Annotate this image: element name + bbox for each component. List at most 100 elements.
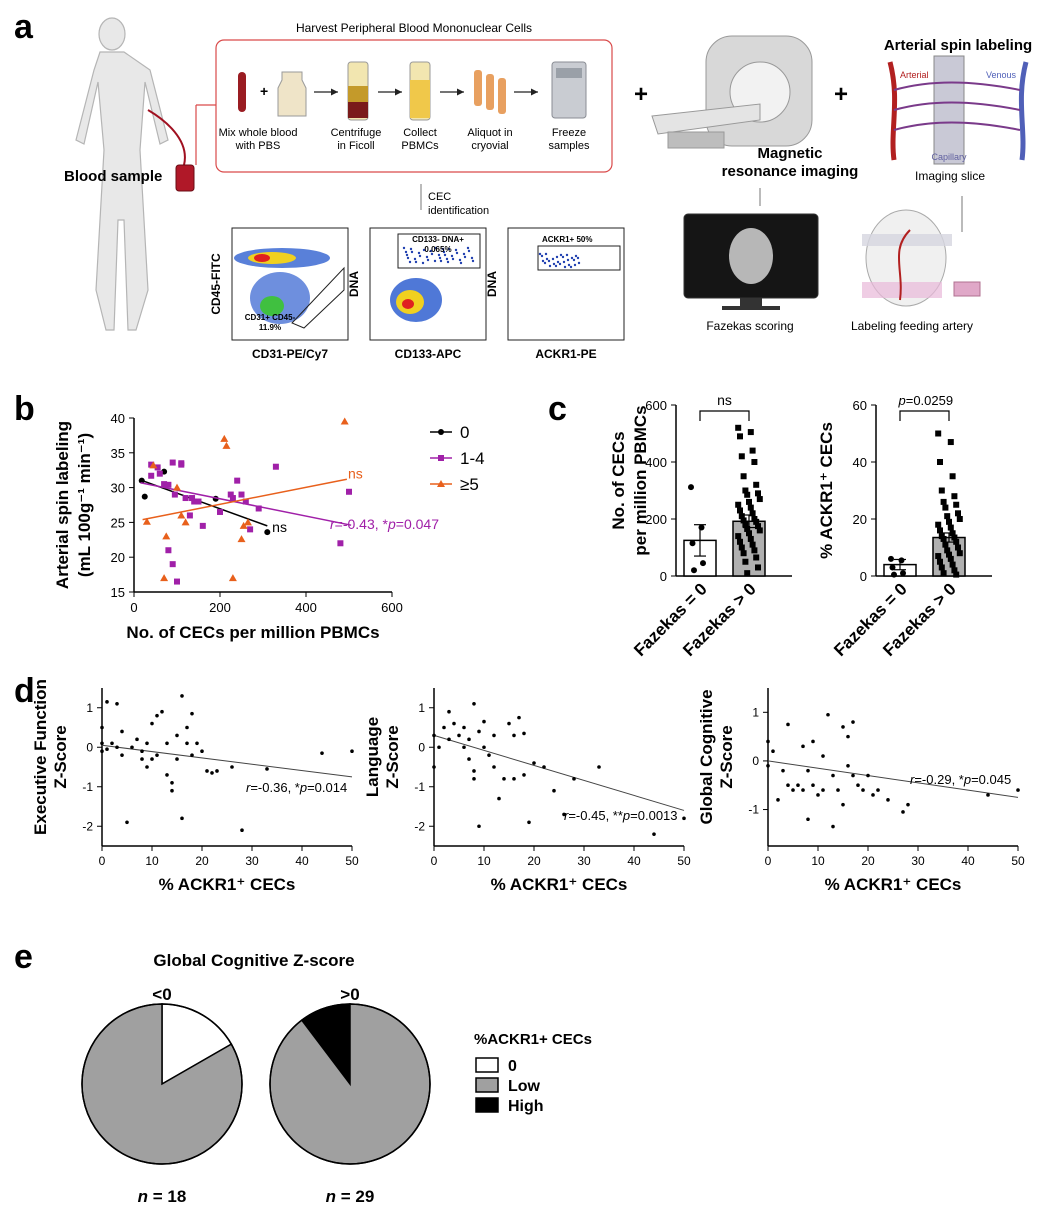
flow-dot — [554, 264, 558, 268]
flow-dot — [466, 246, 470, 250]
data-point — [228, 574, 237, 582]
data-point — [597, 765, 601, 769]
data-point — [906, 802, 910, 807]
flow-dot — [561, 255, 565, 259]
data-point — [542, 765, 546, 769]
data-point — [738, 544, 745, 551]
data-point — [806, 768, 810, 773]
y-tick-label: -1 — [414, 780, 425, 794]
legend-label: High — [508, 1098, 544, 1115]
data-point — [155, 713, 159, 718]
y-axis-label-line: Executive Function — [31, 679, 50, 835]
flow-dot — [562, 260, 566, 264]
step-label-1: Mix whole blood with PBS — [219, 127, 298, 152]
x-tick-label: 0 — [765, 854, 772, 868]
data-point — [742, 558, 749, 565]
data-point — [953, 501, 960, 508]
plus-sign-2: + — [634, 81, 648, 108]
data-point — [190, 753, 194, 757]
gate-label-line: CD133- DNA+ — [412, 235, 464, 244]
flow-dot — [443, 253, 447, 257]
data-point — [738, 453, 745, 460]
fit-label-1: r=-0.43, *p=0.047 — [330, 516, 439, 532]
x-tick-label: 10 — [477, 854, 491, 868]
flow-x-label: CD31-PE/Cy7 — [252, 347, 328, 361]
data-point — [150, 757, 154, 761]
data-point — [935, 430, 942, 437]
data-point — [337, 540, 344, 547]
blood-sample-label: Blood sample — [64, 168, 162, 185]
data-point — [801, 744, 805, 749]
data-point — [477, 824, 481, 829]
data-point — [180, 694, 184, 698]
flow-dot — [438, 256, 442, 260]
data-point — [841, 802, 845, 807]
fit-line — [101, 744, 353, 778]
data-point — [753, 481, 760, 488]
data-point — [801, 788, 805, 792]
flow-dot — [463, 255, 467, 259]
density-core-2 — [260, 296, 284, 316]
legend-marker — [438, 429, 444, 435]
flow-dot — [430, 252, 434, 256]
data-point — [138, 477, 145, 484]
data-point — [753, 554, 760, 561]
data-point — [866, 773, 870, 778]
data-point — [173, 483, 181, 491]
y-axis-label-line: % ACKR1⁺ CECs — [817, 422, 836, 559]
data-point — [120, 729, 124, 734]
step-label-4-line: Aliquot in — [467, 127, 512, 139]
data-point — [242, 498, 249, 505]
data-point — [871, 793, 875, 797]
pie-n-rest: = 29 — [336, 1187, 374, 1206]
flow-dot — [409, 247, 413, 251]
chart-b: 0 200 400 600 15 20 25 30 35 40 No. of CECs per mi… — [53, 411, 485, 642]
data-point — [181, 518, 190, 526]
y-tick-label: 1 — [418, 701, 425, 715]
data-point — [851, 773, 855, 778]
data-point — [472, 777, 476, 781]
density-peak — [254, 254, 270, 262]
flow-dot — [447, 247, 451, 251]
pie-label: >0 — [340, 985, 359, 1004]
data-point — [826, 712, 830, 717]
data-point — [105, 747, 109, 752]
pie-1: >0 n = 29 — [269, 985, 431, 1206]
flow-dot — [556, 260, 560, 264]
data-point — [205, 769, 209, 773]
data-point — [737, 433, 743, 440]
data-point — [744, 491, 751, 498]
flow-dot — [414, 260, 418, 264]
data-point — [243, 518, 252, 526]
y-tick-label: 60 — [853, 398, 867, 413]
data-point — [161, 481, 168, 488]
data-point — [900, 570, 906, 577]
flow-dot — [570, 256, 574, 260]
y-tick-label: 20 — [111, 550, 125, 565]
data-point — [175, 757, 179, 761]
y-axis-label-line: Arterial spin labeling — [53, 421, 72, 589]
significance-label-part: p — [898, 393, 906, 408]
legend-swatch — [475, 1077, 499, 1093]
x-tick-label: 0 — [431, 854, 438, 868]
x-tick-label: 40 — [627, 854, 641, 868]
monitor-icon — [683, 213, 819, 310]
flow-dot — [547, 259, 551, 263]
harvest-title: Harvest Peripheral Blood Mononuclear Cel… — [296, 21, 532, 35]
fit-label-1-part: =-0.43, * — [335, 516, 389, 532]
flow-dot — [439, 259, 443, 263]
annotation-part: =0.0013 — [630, 808, 677, 823]
flow-dot — [470, 256, 474, 260]
flow-dot — [433, 259, 437, 263]
step-label-4: Aliquot in cryovial — [467, 127, 512, 152]
data-point — [255, 505, 262, 512]
y-tick-label: 1 — [752, 705, 759, 719]
data-point — [186, 512, 193, 519]
fazekas-scoring-label: Fazekas scoring — [706, 319, 793, 333]
data-point — [447, 709, 451, 714]
pie-n-label: n = 29 — [326, 1187, 375, 1206]
data-point — [947, 555, 954, 562]
flow-dot — [434, 246, 438, 250]
